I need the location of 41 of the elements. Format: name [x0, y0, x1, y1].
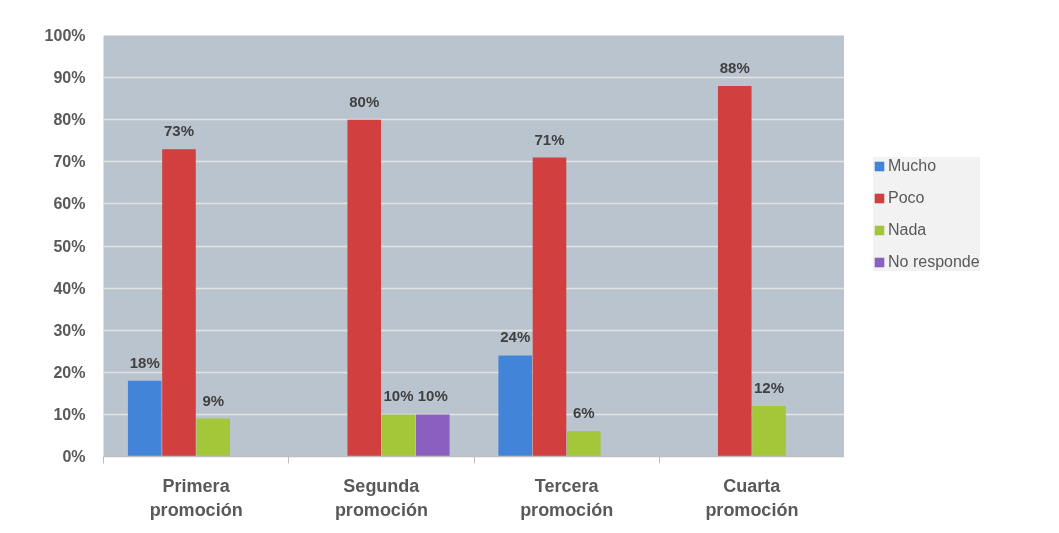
bar [566, 431, 601, 457]
bar [752, 405, 786, 457]
data-label: 18% [129, 353, 160, 371]
legend-label: Poco [888, 189, 925, 207]
y-tick-label: 0% [62, 448, 86, 465]
data-label: 9% [202, 391, 225, 409]
legend-label: Nada [888, 221, 927, 239]
y-tick-label: 40% [53, 279, 86, 297]
bar [498, 355, 533, 457]
data-label: 10% [417, 387, 448, 405]
data-label: 10% [383, 387, 414, 405]
x-tick-label: Tercera promoción [520, 475, 614, 520]
data-label: 80% [349, 92, 380, 110]
y-tick-label: 90% [53, 69, 86, 87]
bar [381, 414, 416, 457]
y-tick-label: 20% [53, 363, 86, 381]
x-tick-label: Cuarta promoción [705, 475, 799, 520]
y-tick-label: 60% [53, 195, 86, 213]
y-tick-label: 50% [53, 237, 86, 255]
y-tick-label: 10% [53, 405, 86, 423]
y-tick-label: 30% [53, 321, 86, 339]
bar [196, 418, 231, 457]
x-tick-label: Segunda promoción [334, 475, 428, 520]
legend-label: No responde [888, 253, 980, 271]
data-label: 24% [500, 328, 531, 346]
data-label: 88% [719, 59, 750, 77]
data-label: 71% [534, 130, 565, 148]
x-tick-label: Primera promoción [149, 475, 243, 520]
y-tick-label: 80% [53, 111, 86, 129]
bar [347, 119, 382, 457]
data-label: 12% [754, 378, 785, 396]
bar [127, 380, 162, 457]
y-tick-label: 100% [44, 27, 86, 44]
bar [415, 414, 450, 457]
y-tick-label: 70% [53, 153, 86, 171]
bar [717, 86, 752, 457]
data-label: 6% [572, 404, 595, 422]
bar [532, 157, 567, 457]
data-label: 73% [163, 122, 195, 140]
bar [162, 149, 196, 457]
legend-label: Mucho [888, 157, 937, 175]
